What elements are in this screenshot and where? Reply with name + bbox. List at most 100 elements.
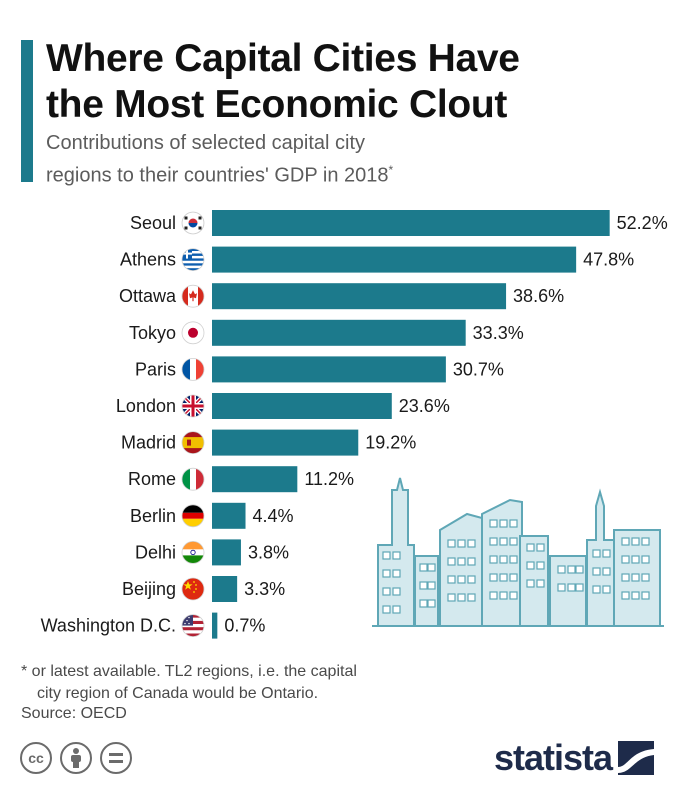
skyline-window (567, 583, 576, 592)
category-label: Delhi (135, 542, 176, 562)
skyline-window (631, 573, 640, 582)
statista-mark-icon (618, 741, 655, 775)
footnote-line-1: * or latest available. TL2 regions, i.e.… (21, 663, 357, 680)
title-line-2: the Most Economic Clout (46, 83, 508, 126)
skyline-window (499, 573, 508, 582)
skyline-window (392, 569, 401, 578)
bar (212, 429, 359, 456)
india-flag-icon (181, 540, 205, 564)
value-label: 47.8% (583, 250, 634, 270)
usa-flag-icon (181, 614, 205, 638)
attribution-icon[interactable] (60, 742, 92, 774)
subtitle-line-1: Contributions of selected capital city (46, 132, 366, 154)
category-label: Beijing (122, 579, 176, 599)
germany-flag-icon (181, 504, 205, 528)
skyline-window (621, 537, 630, 546)
skyline-window (419, 581, 428, 590)
skyline-window (419, 599, 428, 608)
skyline-window (621, 573, 630, 582)
skyline-window (489, 555, 498, 564)
skyline-window (509, 519, 518, 528)
value-label: 33.3% (473, 323, 524, 343)
skyline-window (489, 591, 498, 600)
value-label: 3.3% (244, 579, 285, 599)
no-derivatives-icon[interactable] (100, 742, 132, 774)
value-label: 19.2% (365, 433, 416, 453)
skyline-window (467, 575, 476, 584)
skyline-window (536, 579, 545, 588)
skyline-building (439, 512, 483, 627)
source-label: Source: OECD (21, 705, 127, 722)
bar (212, 319, 466, 346)
skyline-window (526, 579, 535, 588)
cc-icon[interactable]: cc (20, 742, 52, 774)
skyline-window (641, 573, 650, 582)
skyline-window (602, 585, 611, 594)
category-label: Madrid (121, 433, 176, 453)
skyline-window (467, 557, 476, 566)
skyline-window (499, 537, 508, 546)
skyline-window (602, 549, 611, 558)
bar (212, 502, 246, 529)
skyline-window (419, 563, 428, 572)
south-korea-flag-icon (181, 211, 205, 235)
skyline-window (489, 537, 498, 546)
canada-flag-icon (181, 284, 205, 308)
skyline-window (382, 551, 391, 560)
bar (212, 393, 392, 419)
greece-flag-icon (181, 248, 205, 271)
skyline-window (509, 555, 518, 564)
skyline-window (447, 575, 456, 584)
skyline-window (641, 591, 650, 600)
footnote: * or latest available. TL2 regions, i.e.… (21, 661, 357, 705)
brand-name: statista (494, 737, 613, 778)
bar (212, 576, 238, 602)
bar (212, 539, 241, 566)
skyline-window (641, 555, 650, 564)
skyline-window (575, 583, 584, 592)
statista-logo[interactable]: statista (494, 737, 655, 779)
china-flag-icon (181, 577, 205, 601)
category-label: Paris (135, 359, 176, 379)
skyline-window (382, 605, 391, 614)
category-label: Ottawa (119, 286, 177, 306)
skyline-window (457, 557, 466, 566)
skyline-window (557, 583, 566, 592)
skyline-window (447, 557, 456, 566)
skyline-window (457, 575, 466, 584)
bar-chart: Seoul 52.2% Athens 47.8% Ottawa 38.6% Tokyo 33.… (41, 210, 668, 639)
skyline-window (631, 537, 640, 546)
skyline-window (592, 549, 601, 558)
skyline-window (392, 587, 401, 596)
skyline-window (447, 539, 456, 548)
skyline-window (509, 537, 518, 546)
bar (212, 210, 610, 236)
skyline-window (592, 585, 601, 594)
skyline-window (631, 591, 640, 600)
category-label: Athens (120, 250, 176, 270)
skyline-window (592, 567, 601, 576)
skyline-window (526, 561, 535, 570)
city-skyline-illustration (372, 477, 664, 627)
skyline-window (489, 573, 498, 582)
skyline-window (489, 519, 498, 528)
skyline-window (457, 593, 466, 602)
spain-flag-icon (181, 431, 205, 455)
category-label: London (116, 396, 176, 416)
chart-subtitle: Contributions of selected capital city r… (46, 130, 666, 190)
skyline-building (586, 488, 615, 627)
footnote-line-2: city region of Canada would be Ontario. (37, 685, 319, 702)
skyline-window (509, 591, 518, 600)
category-label: Washington D.C. (41, 616, 176, 636)
value-label: 38.6% (513, 286, 564, 306)
skyline-window (499, 519, 508, 528)
skyline-window (467, 539, 476, 548)
italy-flag-icon (181, 467, 205, 491)
bars-layer: Seoul 52.2% Athens 47.8% Ottawa 38.6% Tokyo 33.… (41, 210, 668, 639)
title-line-1: Where Capital Cities Have (46, 37, 520, 80)
skyline-window (567, 565, 576, 574)
subtitle-footnote-mark: * (388, 163, 394, 177)
value-label: 3.8% (248, 542, 289, 562)
value-label: 52.2% (617, 213, 668, 233)
skyline-window (631, 555, 640, 564)
